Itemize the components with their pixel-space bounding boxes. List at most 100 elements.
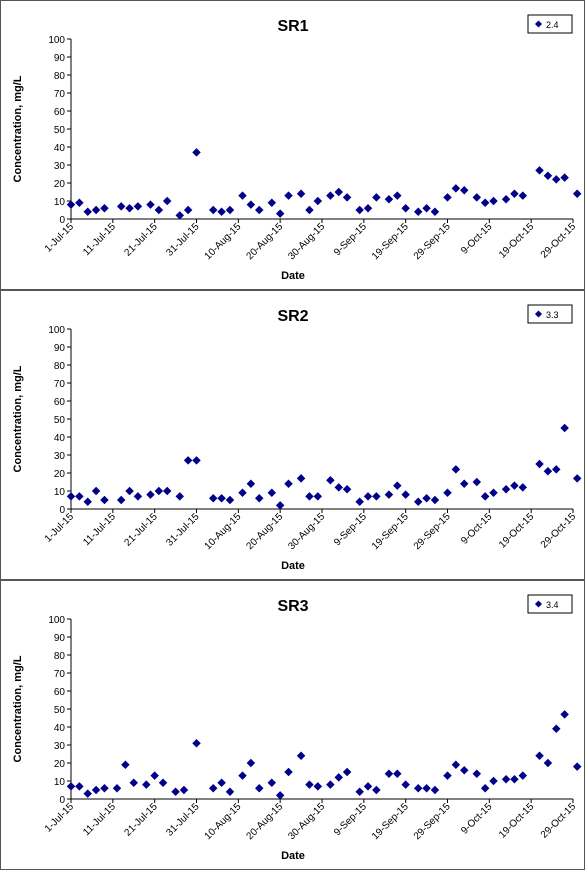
data-point — [305, 205, 314, 215]
x-tick-label: 31-Jul-15 — [164, 511, 202, 549]
legend-box — [527, 304, 573, 324]
chart-sr1: SR1 2.4 0 10 20 30 40 50 60 70 80 90 100 1-Jul-15 11-J… — [12, 14, 582, 282]
x-tick-label: 21-Jul-15 — [123, 511, 161, 549]
data-point — [326, 191, 335, 200]
x-tick-label: 31-Jul-15 — [164, 221, 202, 259]
data-point — [430, 495, 440, 505]
x-tick-label: 11-Jul-15 — [81, 221, 118, 258]
data-point — [179, 785, 189, 795]
data-point — [183, 456, 193, 465]
x-tick-label: 10-Aug-15 — [203, 511, 244, 552]
data-point — [255, 783, 264, 793]
data-point — [296, 751, 306, 761]
y-tick-label: 40 — [54, 143, 66, 154]
data-point — [238, 488, 247, 498]
data-point — [384, 769, 394, 779]
data-point — [305, 780, 314, 789]
data-point — [342, 484, 352, 494]
data-point — [217, 207, 226, 217]
data-point — [518, 771, 528, 780]
data-point — [66, 492, 76, 501]
x-tick-label: 19-Sep-15 — [370, 221, 411, 262]
data-point — [518, 483, 528, 492]
x-tick-label: 19-Oct-15 — [497, 801, 537, 841]
legend: 3.3 — [527, 304, 573, 324]
data-point — [451, 465, 461, 474]
y-tick-label: 20 — [54, 179, 66, 190]
data-point — [171, 787, 180, 797]
chart-sr2: SR2 3.3 0 10 20 30 40 50 60 70 80 90 100 1-Jul-15 11-J… — [12, 304, 582, 572]
data-point — [422, 203, 431, 213]
data-point — [313, 782, 323, 791]
chart-title: SR2 — [277, 308, 308, 325]
y-axis-label: Concentration, mg/L — [12, 75, 24, 182]
y-tick-label: 10 — [54, 777, 66, 788]
data-point — [472, 769, 482, 779]
data-point — [75, 492, 84, 501]
data-point — [158, 778, 168, 788]
y-tick-label: 70 — [54, 669, 66, 680]
data-point — [560, 423, 569, 433]
x-axis-label: Date — [281, 270, 305, 282]
chart-title: SR1 — [277, 18, 308, 35]
data-point — [535, 459, 544, 469]
data-point — [192, 148, 201, 157]
data-point — [422, 783, 431, 793]
data-point — [112, 783, 122, 793]
data-point — [472, 193, 482, 202]
data-point — [175, 211, 185, 220]
data-point — [372, 785, 381, 795]
y-tick-label: 20 — [54, 469, 66, 480]
data-point — [246, 200, 256, 209]
data-point — [326, 780, 335, 789]
data-point — [83, 789, 92, 798]
data-point — [208, 493, 218, 503]
x-tick-label: 9-Sep-15 — [332, 221, 369, 258]
data-point — [572, 762, 582, 771]
data-point — [501, 484, 511, 494]
data-series — [66, 710, 582, 800]
data-point — [552, 465, 561, 474]
y-tick-label: 100 — [48, 35, 65, 46]
y-tick-label: 60 — [54, 107, 66, 118]
x-tick-label: 30-Aug-15 — [286, 801, 327, 842]
legend-label: 2.4 — [546, 20, 559, 30]
data-point — [75, 198, 84, 208]
data-point — [75, 782, 84, 791]
y-tick-label: 10 — [54, 487, 66, 498]
data-point — [510, 189, 519, 199]
data-point — [501, 194, 511, 204]
y-tick-label: 30 — [54, 451, 66, 462]
data-point — [459, 765, 469, 775]
x-tick-label: 9-Oct-15 — [459, 511, 495, 547]
y-axis-label: Concentration, mg/L — [12, 655, 24, 762]
data-point — [284, 767, 293, 777]
data-point — [146, 200, 155, 209]
data-point — [305, 492, 314, 501]
data-point — [296, 474, 306, 483]
y-tick-label: 70 — [54, 89, 66, 100]
y-tick-label: 30 — [54, 741, 66, 752]
x-tick-label: 30-Aug-15 — [286, 511, 327, 552]
data-point — [372, 193, 381, 202]
legend: 3.4 — [527, 594, 573, 614]
data-point — [572, 474, 582, 483]
data-point — [430, 785, 440, 795]
data-point — [518, 191, 528, 200]
data-point — [401, 780, 410, 789]
data-point — [217, 778, 226, 788]
legend-label: 3.4 — [546, 600, 559, 610]
data-point — [510, 774, 519, 784]
legend-label: 3.3 — [546, 310, 559, 320]
data-point — [66, 782, 76, 791]
data-point — [413, 207, 423, 217]
data-point — [313, 196, 323, 206]
data-point — [129, 778, 138, 788]
data-point — [275, 501, 285, 510]
data-point — [443, 488, 452, 498]
data-point — [267, 488, 277, 498]
data-point — [543, 466, 553, 476]
data-point — [560, 173, 569, 182]
data-point — [543, 758, 553, 768]
data-point — [572, 189, 582, 199]
